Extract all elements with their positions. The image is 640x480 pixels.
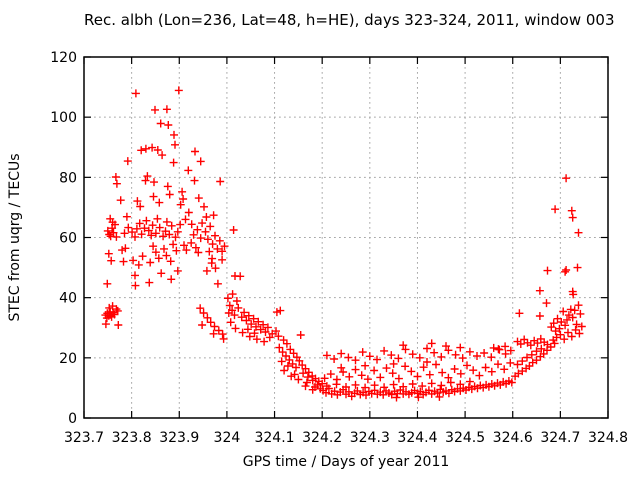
x-tick-label: 324.1 xyxy=(254,430,294,446)
x-tick-label: 324.3 xyxy=(350,430,390,446)
y-tick-label: 100 xyxy=(50,110,77,126)
y-tick-label: 0 xyxy=(68,411,77,427)
x-tick-label: 324.7 xyxy=(540,430,580,446)
x-tick-label: 323.8 xyxy=(112,430,152,446)
x-tick-label: 324.2 xyxy=(302,430,342,446)
x-tick-label: 323.9 xyxy=(159,430,199,446)
y-tick-label: 40 xyxy=(59,291,77,307)
gridlines xyxy=(84,57,608,418)
x-tick-label: 324.6 xyxy=(493,430,533,446)
y-axis-title: STEC from uqrg / TECUs xyxy=(7,153,23,321)
y-tick-label: 20 xyxy=(59,351,77,367)
x-tick-label: 324.5 xyxy=(445,430,485,446)
y-tick-label: 80 xyxy=(59,170,77,186)
x-tick-label: 324.4 xyxy=(397,430,437,446)
data-points xyxy=(101,86,586,402)
x-tick-label: 323.7 xyxy=(64,430,104,446)
x-axis-title: GPS time / Days of year 2011 xyxy=(243,454,450,470)
x-tick-label: 324 xyxy=(214,430,241,446)
tick-marks xyxy=(83,56,609,419)
y-tick-label: 120 xyxy=(50,50,77,66)
y-tick-label: 60 xyxy=(59,231,77,247)
chart-title: Rec. albh (Lon=236, Lat=48, h=HE), days … xyxy=(84,11,615,29)
x-tick-label: 324.8 xyxy=(588,430,628,446)
